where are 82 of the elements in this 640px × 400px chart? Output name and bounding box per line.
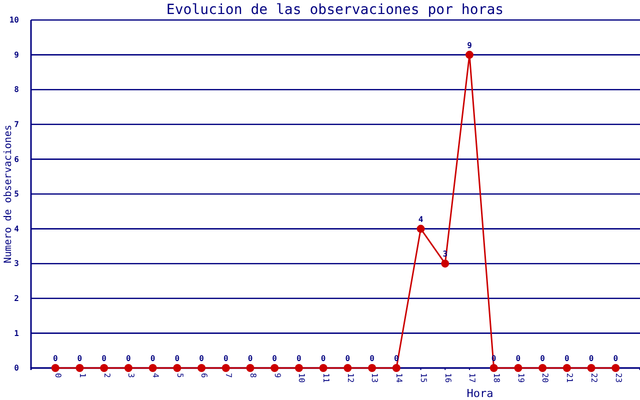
data-label: 0 xyxy=(370,354,375,363)
data-label: 0 xyxy=(345,354,350,363)
data-label: 0 xyxy=(320,354,326,363)
data-label: 0 xyxy=(77,354,82,363)
data-label: 0 xyxy=(52,354,58,363)
point xyxy=(344,364,352,372)
x-tick-label: 10 xyxy=(297,373,306,383)
x-tick-label: 13 xyxy=(370,373,380,383)
point xyxy=(368,364,376,372)
point xyxy=(612,364,620,372)
data-label: 0 xyxy=(102,354,107,363)
y-tick-label: 7 xyxy=(14,120,20,129)
point xyxy=(490,364,498,372)
x-tick-label: 16 xyxy=(443,373,452,383)
point xyxy=(319,364,328,372)
y-tick-label: 4 xyxy=(14,224,20,234)
point xyxy=(51,364,60,372)
point xyxy=(148,364,157,372)
point xyxy=(514,364,522,372)
data-label: 0 xyxy=(516,354,521,363)
x-tick-label: 6 xyxy=(200,373,209,378)
y-tick-label: 9 xyxy=(14,50,20,60)
point xyxy=(538,364,547,372)
x-tick-label: 23 xyxy=(614,373,623,383)
data-label: 0 xyxy=(150,354,156,363)
x-tick-label: 19 xyxy=(516,373,526,383)
y-tick-label: 2 xyxy=(14,294,20,303)
x-tick-label: 12 xyxy=(346,373,355,383)
point xyxy=(76,364,84,372)
data-label: 0 xyxy=(199,354,204,363)
x-tick-label: 8 xyxy=(248,373,258,378)
x-tick-label: 18 xyxy=(492,373,502,383)
point xyxy=(222,364,230,372)
x-tick-label: 4 xyxy=(151,373,160,378)
data-label: 0 xyxy=(613,354,618,363)
data-label: 0 xyxy=(296,354,302,363)
x-tick-label: 15 xyxy=(418,373,428,383)
x-tick-label: 11 xyxy=(322,373,331,383)
point xyxy=(173,364,182,372)
data-label: 0 xyxy=(588,354,594,363)
x-tick-label: 14 xyxy=(394,373,404,383)
x-tick-label: 17 xyxy=(468,373,477,383)
point xyxy=(246,364,254,372)
point xyxy=(392,364,400,372)
x-tick-label: 7 xyxy=(224,373,234,378)
point xyxy=(587,364,596,372)
x-tick-label: 2 xyxy=(102,373,112,378)
y-tick-label: 6 xyxy=(14,154,20,164)
point xyxy=(465,50,474,59)
data-label: 4 xyxy=(418,214,424,224)
x-tick-label: 0 xyxy=(54,373,63,378)
point xyxy=(294,364,303,372)
y-tick-label: 5 xyxy=(14,190,20,199)
data-label: 0 xyxy=(174,354,180,363)
y-tick-label: 3 xyxy=(14,259,20,268)
data-label: 0 xyxy=(272,354,278,363)
data-label: 0 xyxy=(248,354,253,363)
point xyxy=(198,364,206,372)
data-label: 0 xyxy=(223,354,228,363)
point xyxy=(100,364,108,372)
x-tick-label: 20 xyxy=(540,373,550,383)
y-tick-label: 10 xyxy=(9,16,20,25)
point xyxy=(124,364,132,372)
x-tick-label: 1 xyxy=(78,373,87,378)
data-label: 0 xyxy=(540,354,546,363)
x-tick-label: 5 xyxy=(175,373,184,378)
point xyxy=(270,364,279,372)
data-label: 0 xyxy=(126,354,132,363)
data-label: 0 xyxy=(564,354,570,363)
x-axis-title: Hora xyxy=(466,387,494,400)
x-tick-label: 9 xyxy=(272,373,282,378)
y-tick-label: 1 xyxy=(14,328,20,338)
y-axis-title: Numero de observaciones xyxy=(3,124,14,264)
point xyxy=(416,224,425,233)
data-label: 9 xyxy=(467,40,472,50)
x-tick-label: 22 xyxy=(589,373,598,383)
point xyxy=(441,260,450,268)
x-tick-label: 21 xyxy=(565,373,574,383)
point xyxy=(562,364,571,372)
chart-title: Evolucion de las observaciones por horas xyxy=(166,2,504,18)
x-tick-label: 3 xyxy=(126,373,136,378)
y-tick-label: 8 xyxy=(14,85,20,94)
